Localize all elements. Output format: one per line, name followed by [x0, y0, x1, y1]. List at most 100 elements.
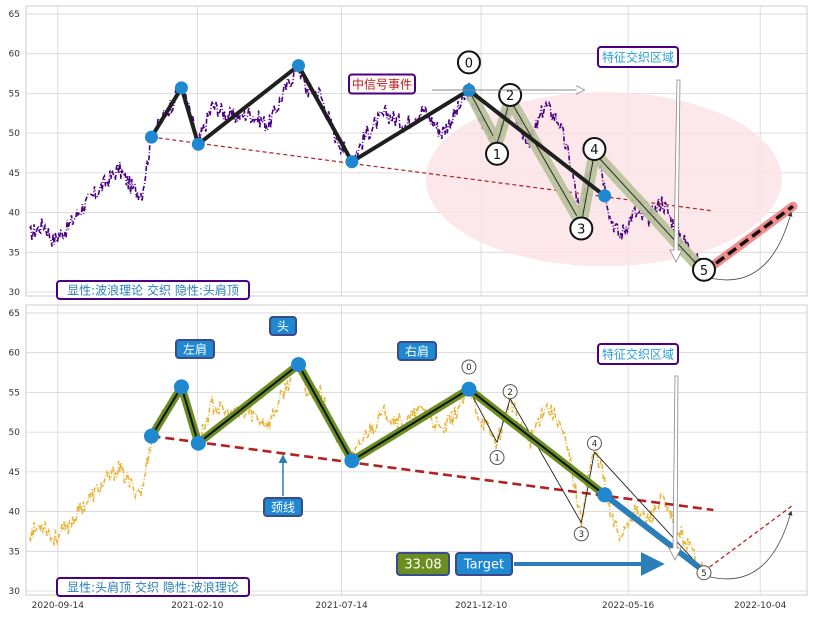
wave-label-circle [485, 141, 510, 166]
pattern-point [173, 379, 189, 395]
region-label-box [597, 46, 679, 68]
wave-label-1: 1 [493, 148, 501, 163]
top-panel: 3035404550556065012345中信号事件特征交织区域显性:波浪理论… [9, 5, 808, 300]
region-label-text: 特征交织区域 [602, 346, 674, 361]
pattern-point [143, 428, 159, 444]
y-tick-label: 30 [9, 587, 21, 597]
head-label-box [269, 316, 297, 336]
wave-segment [594, 451, 705, 572]
wave-label-3: 3 [579, 530, 584, 540]
head-label-text: 头 [277, 319, 289, 333]
right-shoulder-label-box [397, 341, 437, 361]
forecast-curve-arrow [709, 510, 793, 580]
y-tick-label: 40 [9, 209, 21, 219]
pattern-point [291, 357, 307, 373]
right-shoulder-label-text: 右肩 [405, 343, 429, 358]
wave-label-0: 0 [465, 56, 473, 71]
bottom-annotation-text: 显性:头肩顶 交织 隐性:波浪理论 [67, 579, 239, 594]
y-tick-label: 45 [9, 468, 20, 478]
y-tick-label: 50 [9, 428, 21, 438]
event-label-box [348, 73, 416, 95]
y-tick-label: 50 [9, 129, 21, 139]
pattern-point [191, 137, 205, 151]
target-value-text: 33.08 [404, 558, 441, 573]
left-shoulder-label-text: 左肩 [183, 341, 207, 356]
wave-label-circle [573, 526, 589, 542]
wave-segment [580, 451, 595, 523]
wave-label-circle [456, 50, 481, 75]
wave-label-circle [461, 359, 477, 375]
wave-segment [594, 152, 705, 273]
neckline [151, 434, 714, 512]
y-tick-label: 55 [9, 89, 20, 99]
event-label-text: 中信号事件 [352, 76, 412, 91]
breakdown-band [602, 492, 706, 574]
region-label-box [597, 343, 679, 365]
region-label-text: 特征交织区域 [602, 49, 674, 64]
y-tick-label: 35 [9, 248, 20, 258]
y-tick-label: 65 [9, 10, 20, 20]
pattern-point [344, 453, 360, 469]
price-series [28, 358, 705, 578]
forecast-line [702, 204, 794, 274]
x-tick-label: 2021-12-10 [455, 601, 508, 611]
target-label-text: Target [463, 558, 504, 573]
wave-label-5: 5 [700, 264, 708, 279]
pattern-point [144, 130, 158, 144]
wave-label-circle [569, 216, 594, 241]
y-tick-label: 30 [9, 288, 21, 298]
wave-segment [509, 99, 582, 224]
wave-label-5: 5 [701, 569, 706, 579]
x-tick-label: 2021-02-10 [171, 601, 224, 611]
x-tick-label: 2020-09-14 [32, 601, 85, 611]
x-tick-label: 2021-07-14 [315, 601, 368, 611]
wave-label-2: 2 [507, 388, 512, 398]
target-value-box [396, 552, 450, 576]
neckline-label-box [263, 497, 303, 517]
pattern-point [345, 155, 359, 169]
wave-label-4: 4 [592, 439, 597, 449]
region-arrow [668, 375, 682, 561]
forecast-curve-arrow [709, 211, 793, 281]
left-shoulder-label-box [175, 339, 215, 359]
wave-label-circle [696, 565, 712, 581]
y-tick-label: 65 [9, 309, 20, 319]
y-tick-label: 60 [9, 50, 21, 60]
pattern-point [598, 189, 612, 203]
x-tick-label: 2022-10-04 [734, 601, 787, 611]
y-tick-label: 35 [9, 547, 20, 557]
forecast-line [703, 504, 794, 572]
wave-label-0: 0 [466, 363, 471, 373]
y-tick-label: 55 [9, 388, 20, 398]
neckline [151, 136, 714, 212]
y-tick-label: 45 [9, 169, 20, 179]
wave-label-4: 4 [590, 143, 598, 158]
wave-segment [580, 152, 595, 224]
wave-segment [468, 389, 498, 443]
y-tick-label: 60 [9, 349, 21, 359]
pattern-point [461, 381, 477, 397]
pattern-point [292, 59, 306, 73]
x-axis: 2020-09-14 2021-02-10 2021-07-14 2021-12-10… [32, 601, 787, 611]
wave-label-circle [691, 257, 716, 282]
wave-label-1: 1 [494, 454, 499, 464]
top-annotation-box [56, 280, 250, 300]
top-annotation-text: 显性:波浪理论 交织 隐性:头肩顶 [67, 282, 239, 297]
pattern-point [190, 435, 206, 451]
pattern-point [174, 81, 188, 95]
neckline-label-text: 颈线 [271, 500, 295, 514]
pattern-point [597, 487, 612, 502]
interleave-region-ellipse [425, 92, 782, 267]
bottom-annotation-box [56, 577, 250, 597]
y-tick-label: 40 [9, 508, 21, 518]
x-tick-label: 2022-05-16 [602, 601, 655, 611]
wave-label-circle [586, 435, 602, 451]
wave-label-2: 2 [506, 89, 514, 104]
wave-label-circle [582, 137, 607, 162]
wave-label-circle [489, 450, 505, 466]
wave-label-circle [502, 384, 518, 400]
region-arrow [669, 79, 683, 263]
